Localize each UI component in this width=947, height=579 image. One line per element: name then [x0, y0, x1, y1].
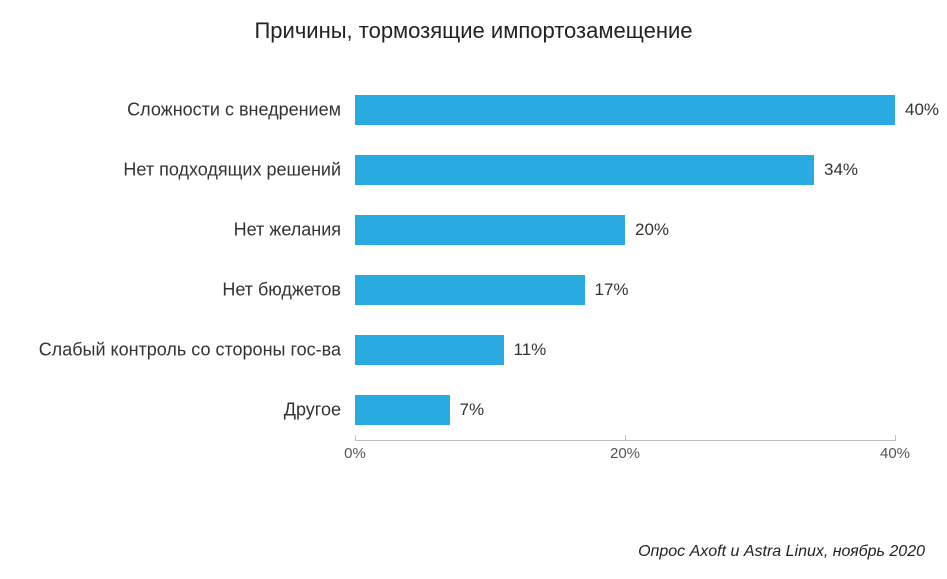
bar-row: Нет бюджетов17% — [355, 260, 895, 320]
tick-label: 0% — [344, 445, 366, 462]
bar-value: 34% — [824, 160, 858, 180]
bar-value: 11% — [514, 340, 547, 360]
tick-label: 20% — [610, 445, 640, 462]
bar-label: Другое — [284, 400, 341, 421]
tick-mark — [895, 435, 896, 441]
bar-row: Нет желания20% — [355, 200, 895, 260]
bar-label: Нет подходящих решений — [123, 160, 341, 181]
bar — [355, 215, 625, 245]
bar-row: Нет подходящих решений34% — [355, 140, 895, 200]
chart-title: Причины, тормозящие импортозамещение — [0, 18, 947, 44]
bar-label: Нет желания — [234, 220, 341, 241]
bar-label: Сложности с внедрением — [127, 100, 341, 121]
bar — [355, 95, 895, 125]
bar — [355, 155, 814, 185]
bar — [355, 275, 585, 305]
bar-value: 20% — [635, 220, 669, 240]
bar-label: Нет бюджетов — [222, 280, 341, 301]
plot-area: Сложности с внедрением40%Нет подходящих … — [355, 80, 895, 470]
bar — [355, 395, 450, 425]
bars-group: Сложности с внедрением40%Нет подходящих … — [355, 80, 895, 440]
bar-row: Слабый контроль со стороны гос-ва11% — [355, 320, 895, 380]
bar-row: Другое7% — [355, 380, 895, 440]
source-note: Опрос Axoft и Astra Linux, ноябрь 2020 — [638, 543, 925, 561]
bar-value: 7% — [460, 400, 485, 420]
bar-label: Слабый контроль со стороны гос-ва — [39, 340, 341, 361]
tick-mark — [355, 435, 356, 441]
tick-mark — [625, 435, 626, 441]
bar-value: 17% — [595, 280, 629, 300]
bar-row: Сложности с внедрением40% — [355, 80, 895, 140]
x-axis: 0%20%40% — [355, 440, 895, 471]
bar-value: 40% — [905, 100, 939, 120]
tick-label: 40% — [880, 445, 910, 462]
bar — [355, 335, 504, 365]
chart-container: Причины, тормозящие импортозамещение Сло… — [0, 0, 947, 579]
